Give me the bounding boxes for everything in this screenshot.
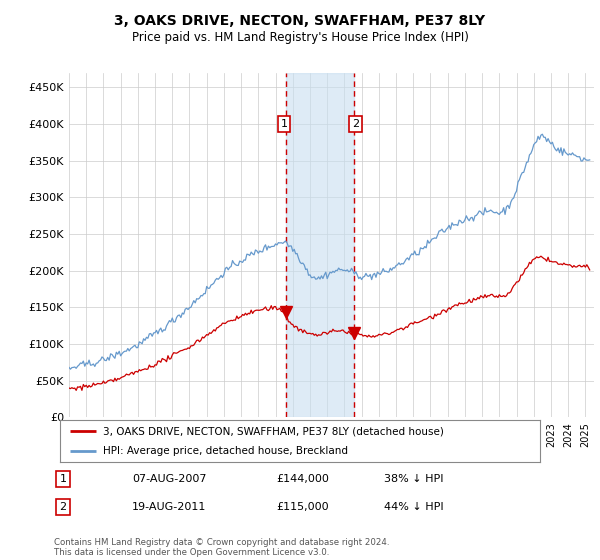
Text: HPI: Average price, detached house, Breckland: HPI: Average price, detached house, Brec… <box>103 446 348 456</box>
Text: £144,000: £144,000 <box>276 474 329 484</box>
Text: 1: 1 <box>281 119 287 129</box>
Text: 2: 2 <box>352 119 359 129</box>
Text: 19-AUG-2011: 19-AUG-2011 <box>132 502 206 512</box>
Text: 3, OAKS DRIVE, NECTON, SWAFFHAM, PE37 8LY (detached house): 3, OAKS DRIVE, NECTON, SWAFFHAM, PE37 8L… <box>103 426 444 436</box>
Bar <box>286 73 355 417</box>
Text: £115,000: £115,000 <box>276 502 329 512</box>
Text: Price paid vs. HM Land Registry's House Price Index (HPI): Price paid vs. HM Land Registry's House … <box>131 31 469 44</box>
Text: 3, OAKS DRIVE, NECTON, SWAFFHAM, PE37 8LY: 3, OAKS DRIVE, NECTON, SWAFFHAM, PE37 8L… <box>115 14 485 28</box>
Text: 44% ↓ HPI: 44% ↓ HPI <box>384 502 443 512</box>
Text: 38% ↓ HPI: 38% ↓ HPI <box>384 474 443 484</box>
Text: 1: 1 <box>59 474 67 484</box>
Text: Contains HM Land Registry data © Crown copyright and database right 2024.
This d: Contains HM Land Registry data © Crown c… <box>54 538 389 557</box>
Text: 2: 2 <box>59 502 67 512</box>
Text: 07-AUG-2007: 07-AUG-2007 <box>132 474 206 484</box>
